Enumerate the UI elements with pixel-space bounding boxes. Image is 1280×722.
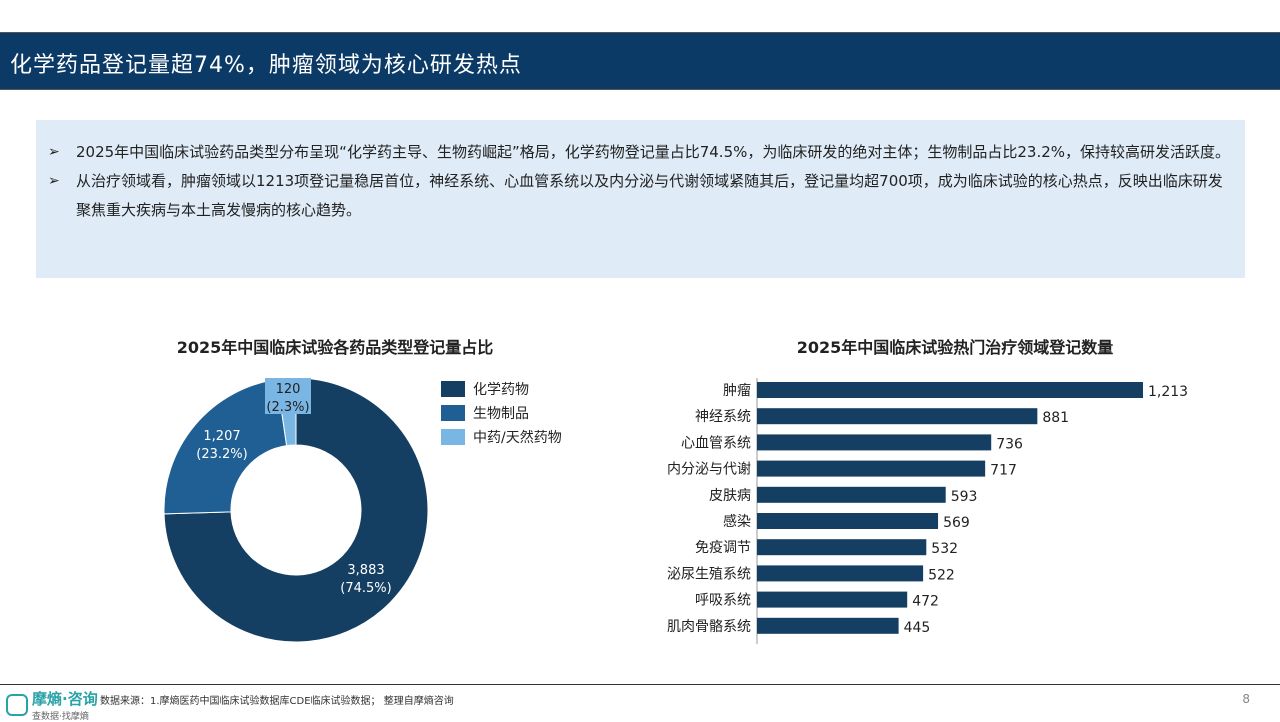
category-label: 免疫调节 xyxy=(695,540,751,556)
slice-value-label: 3,883 xyxy=(347,563,384,578)
bar-value-label: 593 xyxy=(951,489,978,505)
bar-value-label: 1,213 xyxy=(1148,384,1188,400)
logo-icon xyxy=(6,694,28,716)
bar xyxy=(757,486,946,503)
category-label: 皮肤病 xyxy=(709,488,751,504)
category-label: 内分泌与代谢 xyxy=(667,462,751,478)
donut-chart: 3,883 (74.5%) 1,207 (23.2%) 120 (2.3%) xyxy=(163,377,429,643)
arrow-right-icon: ➢ xyxy=(48,144,60,160)
bar-value-label: 522 xyxy=(928,567,955,583)
category-label: 肿瘤 xyxy=(723,382,751,399)
bar xyxy=(757,565,924,582)
bar-chart: 肿瘤 1,213 神经系统 881 心血管系统 736 内分泌与代谢 717 皮肤病 593 感染 5… xyxy=(667,378,1188,644)
donut-chart-title: 2025年中国临床试验各药品类型登记量占比 xyxy=(176,338,494,357)
donut-legend: 化学药物生物制品中药/天然药物 xyxy=(441,377,562,449)
slice-label-bg xyxy=(265,378,311,414)
bar xyxy=(757,591,908,608)
bar-value-label: 532 xyxy=(931,541,958,557)
bar xyxy=(757,617,899,634)
slice-pct-label: (23.2%) xyxy=(196,447,247,462)
bar-value-label: 717 xyxy=(990,463,1017,479)
bar-chart-title: 2025年中国临床试验热门治疗领域登记数量 xyxy=(796,338,1114,357)
bar xyxy=(757,408,1038,425)
bar-value-label: 569 xyxy=(943,515,970,531)
donut-slice xyxy=(163,377,429,643)
legend-item: 中药/天然药物 xyxy=(441,425,562,449)
summary-box: ➢ 2025年中国临床试验药品类型分布呈现“化学药主导、生物药崛起”格局，化学药物… xyxy=(36,120,1245,278)
slice-value-label: 1,207 xyxy=(203,429,240,444)
legend-item: 化学药物 xyxy=(441,377,562,401)
category-label: 神经系统 xyxy=(695,409,751,425)
legend-label: 化学药物 xyxy=(473,382,529,398)
bar xyxy=(757,460,986,477)
bar xyxy=(757,382,1143,398)
bar-value-label: 881 xyxy=(1042,410,1069,426)
legend-swatch xyxy=(441,381,465,397)
page-number: 8 xyxy=(1242,692,1250,706)
bar xyxy=(757,513,939,529)
footer-divider xyxy=(0,684,1280,685)
slice-pct-label: (74.5%) xyxy=(340,581,391,596)
legend-label: 生物制品 xyxy=(473,406,529,422)
legend-item: 生物制品 xyxy=(441,401,562,425)
source-note: 数据来源：1.摩熵医药中国临床试验数据库CDE临床试验数据； 整理自摩熵咨询 xyxy=(100,696,454,707)
category-label: 肌肉骨骼系统 xyxy=(667,619,751,635)
bar-value-label: 472 xyxy=(912,594,939,610)
category-label: 感染 xyxy=(723,513,751,530)
category-label: 泌尿生殖系统 xyxy=(667,565,751,582)
category-label: 心血管系统 xyxy=(681,435,751,451)
category-label: 呼吸系统 xyxy=(695,593,751,609)
bar xyxy=(757,539,927,556)
summary-bullet: ➢ 2025年中国临床试验药品类型分布呈现“化学药主导、生物药崛起”格局，化学药物… xyxy=(48,138,1235,167)
summary-bullet: ➢ 从治疗领域看，肿瘤领域以1213项登记量稳居首位，神经系统、心血管系统以及内分… xyxy=(48,167,1235,225)
arrow-right-icon: ➢ xyxy=(48,173,60,189)
title-bar: 化学药品登记量超74%，肿瘤领域为核心研发热点 xyxy=(0,32,1280,90)
slice-pct-label: (2.3%) xyxy=(266,400,309,415)
legend-label: 中药/天然药物 xyxy=(473,430,562,446)
page-title: 化学药品登记量超74%，肿瘤领域为核心研发热点 xyxy=(10,53,522,78)
legend-swatch xyxy=(441,429,465,445)
bar-value-label: 445 xyxy=(904,620,931,636)
slice-value-label: 120 xyxy=(276,382,301,397)
bar xyxy=(757,434,992,451)
logo: 摩熵·咨询 查数据·找摩熵 xyxy=(6,688,98,722)
legend-swatch xyxy=(441,405,465,421)
bar-value-label: 736 xyxy=(996,436,1023,452)
